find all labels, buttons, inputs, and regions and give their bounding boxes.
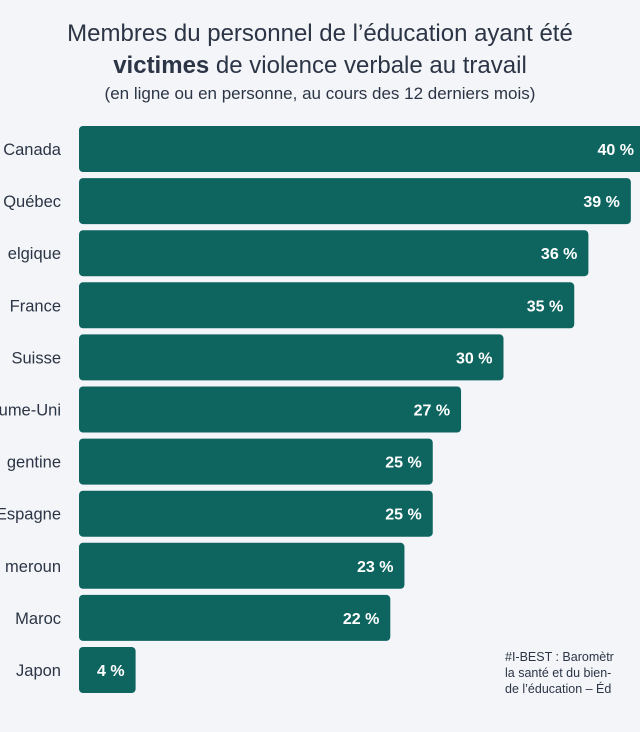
category-label: France — [10, 297, 61, 315]
bar — [79, 282, 575, 329]
category-label: Japon — [16, 662, 61, 680]
bar — [79, 230, 589, 277]
bar — [79, 386, 462, 433]
value-label: 39 % — [583, 194, 619, 211]
bar — [79, 542, 405, 589]
category-label: Québec — [3, 193, 61, 211]
chart-title: Membres du personnel de l’éducation ayan… — [0, 18, 640, 82]
category-label: Maroc — [15, 610, 61, 628]
bar — [79, 490, 433, 537]
value-label: 4 % — [97, 663, 125, 680]
chart-subtitle: (en ligne ou en personne, au cours des 1… — [104, 84, 536, 103]
title-line-2: victimes de violence verbale au travail — [0, 50, 640, 82]
value-label: 36 % — [541, 246, 577, 263]
value-label: 22 % — [343, 611, 379, 628]
category-label: Espagne — [0, 506, 61, 524]
value-label: 25 % — [385, 455, 421, 472]
title-emphasis: victimes — [113, 52, 210, 79]
category-label: ume-Uni — [0, 402, 61, 420]
source-line-1: #I-BEST : Baromètr — [505, 650, 614, 664]
bar — [79, 126, 640, 172]
title-line-1: Membres du personnel de l’éducation ayan… — [67, 20, 573, 47]
value-label: 23 % — [357, 559, 393, 576]
bar — [79, 178, 631, 225]
bar — [79, 438, 433, 485]
source-line-2: la santé et du bien- — [505, 666, 612, 680]
value-label: 30 % — [456, 350, 492, 367]
value-label: 40 % — [598, 142, 634, 159]
bar — [79, 594, 391, 641]
value-label: 27 % — [414, 403, 450, 420]
bar — [79, 647, 136, 693]
bar — [79, 334, 504, 381]
category-label: Canada — [3, 141, 62, 159]
source-line-3: de l’éducation – Éd — [505, 682, 612, 696]
category-label: Suisse — [11, 349, 61, 367]
value-label: 25 % — [385, 507, 421, 524]
category-label: gentine — [7, 454, 61, 472]
source-note: #I-BEST : Baromètr la santé et du bien- … — [505, 649, 640, 697]
value-label: 35 % — [527, 298, 563, 315]
category-label: meroun — [5, 558, 61, 576]
title-line-2-rest: de violence verbale au travail — [209, 52, 527, 79]
category-label: elgique — [8, 245, 61, 263]
